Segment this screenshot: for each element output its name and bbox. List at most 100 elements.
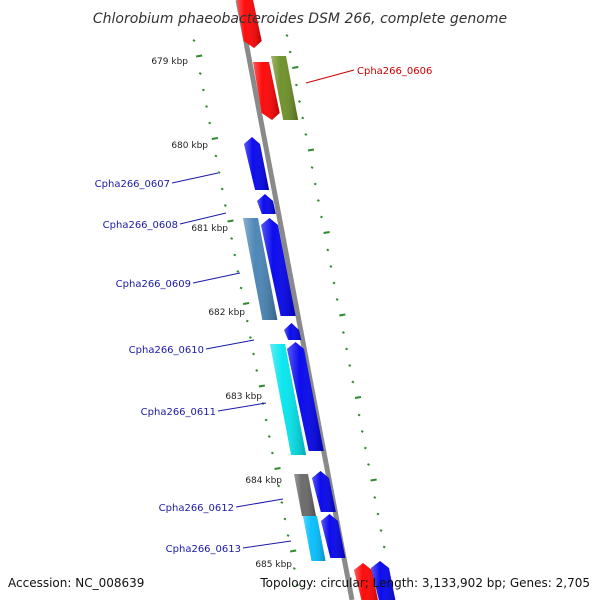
outer-tick xyxy=(376,512,380,516)
inner-tick xyxy=(227,219,234,223)
gene-label-Cpha266_0613[interactable]: Cpha266_0613 xyxy=(166,544,241,555)
outer-tick xyxy=(316,199,320,202)
outer-tick xyxy=(326,248,330,252)
scale-label-681: 681 kbp xyxy=(191,224,228,234)
gene-label-Cpha266_0611[interactable]: Cpha266_0611 xyxy=(141,407,216,418)
outer-tick xyxy=(348,364,352,367)
scale-label-682: 682 kbp xyxy=(208,308,245,318)
inner-tick xyxy=(205,105,208,108)
leader-line-Cpha266_0607 xyxy=(171,172,219,184)
cds-0608[interactable] xyxy=(243,218,278,320)
inner-tick xyxy=(292,567,296,570)
inner-tick xyxy=(274,467,281,470)
outer-tick xyxy=(307,148,315,152)
inner-tick xyxy=(214,154,218,158)
gene-label-Cpha266_0606[interactable]: Cpha266_0606 xyxy=(357,66,432,77)
gene-label-Cpha266_0612[interactable]: Cpha266_0612 xyxy=(159,503,234,514)
inner-tick xyxy=(245,319,249,323)
inner-tick xyxy=(220,187,224,191)
leader-line-Cpha266_0608 xyxy=(179,212,227,225)
gene-label-Cpha266_0608[interactable]: Cpha266_0608 xyxy=(103,220,178,231)
gene-blue-bottom[interactable] xyxy=(371,561,397,600)
gene-label-track: Cpha266_0606 Cpha266_0607 Cpha266_0608 Cpha… xyxy=(95,66,433,555)
scale-label-683: 683 kbp xyxy=(225,392,262,402)
outer-tick xyxy=(379,529,383,532)
outer-tick xyxy=(332,281,336,285)
scale-label-685: 685 kbp xyxy=(255,560,292,570)
leader-line-Cpha266_0610 xyxy=(205,339,255,350)
inner-tick xyxy=(252,352,256,356)
outer-tick xyxy=(323,231,330,234)
inner-tick xyxy=(277,484,281,488)
outer-tick xyxy=(367,463,370,466)
scale-label-679: 679 kbp xyxy=(151,57,188,67)
outer-tick xyxy=(310,166,314,169)
outer-tick xyxy=(345,347,349,351)
inner-tick xyxy=(195,54,203,58)
genome-summary-text: Topology: circular; Length: 3,133,902 bp… xyxy=(259,576,590,590)
gene-red-1[interactable] xyxy=(236,0,262,48)
outer-tick xyxy=(294,83,298,87)
cds-0606[interactable] xyxy=(271,56,299,120)
inner-tick xyxy=(267,435,271,438)
cds-0611[interactable] xyxy=(270,344,307,455)
gene-blue-0613[interactable] xyxy=(321,514,346,558)
inner-tick xyxy=(201,88,205,92)
inner-tick xyxy=(239,286,243,290)
accession-text: Accession: NC_008639 xyxy=(8,576,144,590)
outer-tick-track xyxy=(285,34,386,549)
gene-blue-0608[interactable] xyxy=(257,194,276,214)
scale-label-684: 684 kbp xyxy=(245,476,282,486)
inner-tick xyxy=(286,534,290,537)
outer-tick xyxy=(301,116,305,120)
leader-line-Cpha266_0611 xyxy=(217,402,267,412)
inner-tick xyxy=(258,384,265,388)
gene-blue-0609[interactable] xyxy=(261,218,296,316)
gene-label-Cpha266_0607[interactable]: Cpha266_0607 xyxy=(95,179,170,190)
outer-tick xyxy=(304,133,308,136)
inner-tick xyxy=(223,204,227,207)
outer-tick xyxy=(341,331,345,334)
outer-tick xyxy=(370,478,377,482)
gene-red-bottom[interactable] xyxy=(354,563,380,600)
outer-tick xyxy=(320,215,323,219)
inner-tick xyxy=(192,39,196,42)
outer-tick xyxy=(292,66,299,69)
gene-blue-0610[interactable] xyxy=(284,323,302,340)
inner-tick xyxy=(242,302,250,305)
gene-blue-0611[interactable] xyxy=(287,342,324,451)
outer-tick xyxy=(313,182,317,186)
outer-tick xyxy=(335,298,339,301)
gene-label-Cpha266_0610[interactable]: Cpha266_0610 xyxy=(129,345,204,356)
gene-blue-0607[interactable] xyxy=(244,137,270,190)
inner-tick xyxy=(236,270,240,273)
scale-label-680: 680 kbp xyxy=(171,141,208,151)
outer-tick xyxy=(382,545,386,549)
leader-line-Cpha266_0606 xyxy=(305,69,355,84)
cds-0613[interactable] xyxy=(303,516,326,561)
outer-tick xyxy=(351,380,355,384)
gene-blue-0612[interactable] xyxy=(312,471,336,512)
scale-track: 679 kbp 680 kbp 681 kbp 682 kbp 683 kbp 684 k… xyxy=(151,57,292,570)
outer-tick xyxy=(354,396,362,399)
leader-line-Cpha266_0613 xyxy=(242,540,292,549)
inner-tick xyxy=(296,583,299,587)
inner-tick xyxy=(264,418,268,422)
feature-track xyxy=(236,0,397,600)
inner-tick xyxy=(211,137,218,140)
inner-tick xyxy=(290,549,297,553)
outer-tick xyxy=(285,34,289,37)
map-title: Chlorobium phaeobacteroides DSM 266, com… xyxy=(93,11,507,27)
gene-red-2[interactable] xyxy=(253,62,280,120)
inner-tick xyxy=(280,501,284,504)
gene-label-Cpha266_0609[interactable]: Cpha266_0609 xyxy=(116,279,191,290)
leader-line-Cpha266_0612 xyxy=(235,498,284,508)
inner-tick xyxy=(208,121,212,125)
inner-tick xyxy=(283,517,287,521)
inner-tick xyxy=(233,253,237,257)
cds-0612[interactable] xyxy=(294,474,316,516)
outer-tick xyxy=(373,496,377,499)
outer-tick xyxy=(339,313,346,317)
inner-tick xyxy=(255,369,259,372)
